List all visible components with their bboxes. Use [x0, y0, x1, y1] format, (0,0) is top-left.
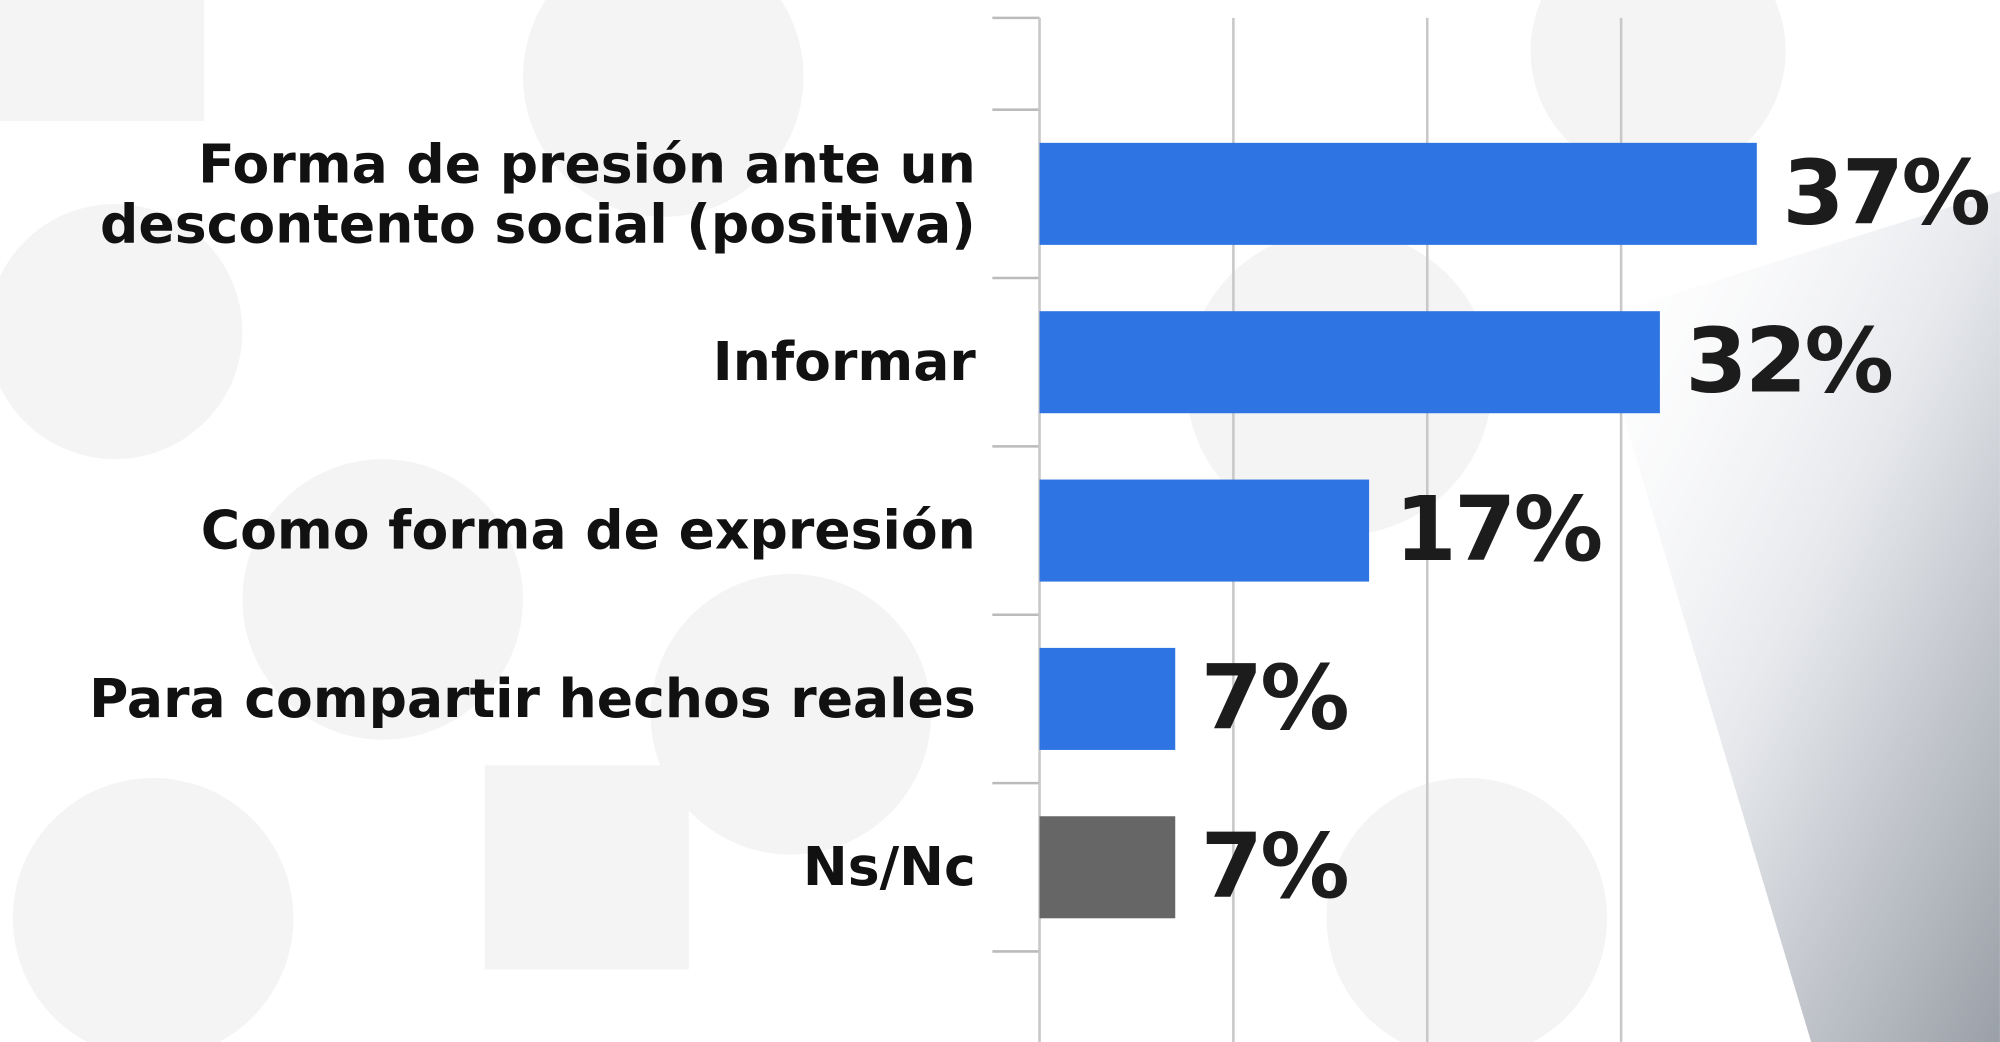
category-label-box: Forma de presión ante un descontento soc… [100, 132, 976, 256]
value-label: 7% [1201, 815, 1348, 919]
value-label: 32% [1685, 310, 1891, 414]
bar [1039, 311, 1660, 414]
category-label: Como forma de expresión [200, 499, 976, 562]
category-label-box: Para compartir hechos reales [89, 667, 976, 731]
bar [1039, 647, 1176, 750]
category-label: Informar [712, 330, 976, 394]
value-label: 37% [1782, 141, 1988, 245]
value-label: 7% [1201, 646, 1348, 750]
bar [1039, 816, 1176, 919]
category-label: Ns/Nc [802, 836, 976, 899]
bar [1039, 479, 1370, 582]
category-ticks [992, 16, 1040, 953]
category-label-box: Como forma de expresión [200, 499, 976, 562]
value-label: 17% [1395, 478, 1601, 582]
category-label-box: Informar [712, 330, 976, 394]
category-label: Forma de presión ante un descontento soc… [100, 132, 976, 256]
bar [1039, 142, 1757, 245]
category-label-box: Ns/Nc [802, 836, 976, 899]
category-label: Para compartir hechos reales [89, 667, 976, 731]
